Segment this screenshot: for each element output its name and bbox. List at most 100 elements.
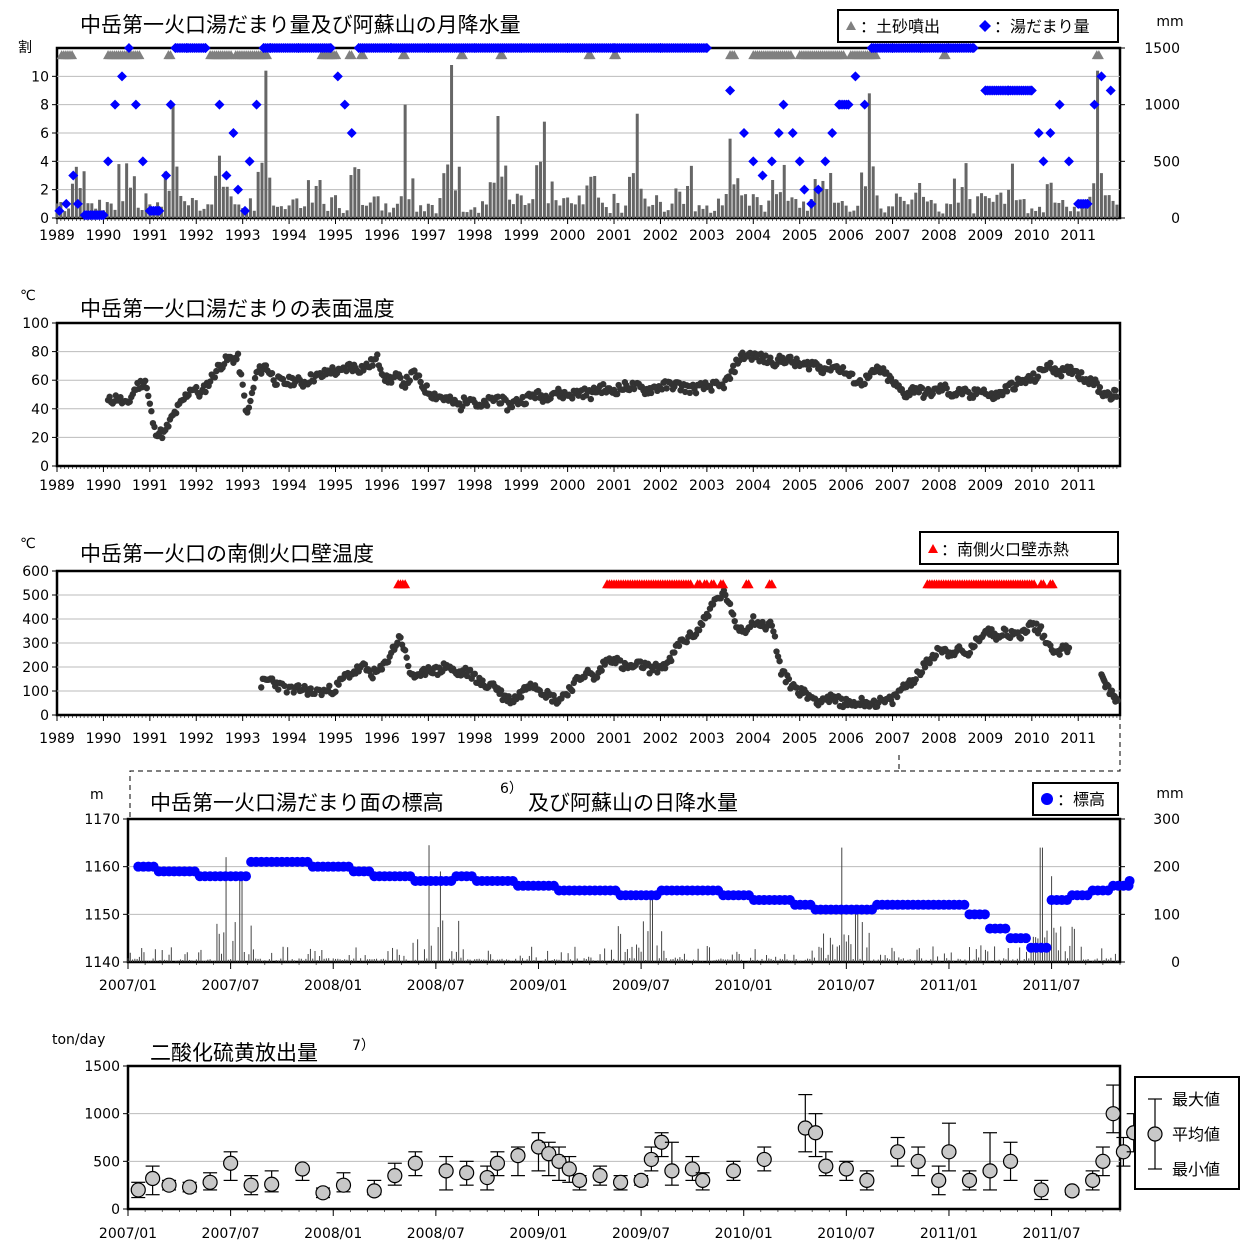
wall-temp-point [463,672,471,680]
precip-bar [821,180,825,218]
y-tick-label: 60 [31,373,49,389]
so2-mean-point [315,1185,331,1201]
temperature-point [193,383,200,391]
so2-mean-point [145,1170,161,1187]
precip-bar [1099,173,1103,218]
precip-bar [1038,206,1042,218]
so2-mean-point [161,1177,177,1193]
glow-marker [743,579,754,589]
y-axis-unit-left: m [90,787,104,803]
x-tick-label: 1992 [178,478,214,494]
wall-temp-point [785,675,793,683]
wall-temp-point [335,681,342,688]
precip-bar [887,206,891,218]
x-tick-label: 2007/07 [202,978,260,994]
wall-temp-point [838,695,845,702]
eruption-marker [262,50,273,60]
precip-bar [492,182,496,218]
eruption-marker [585,50,596,60]
y-axis-unit-right: mm [1156,786,1183,802]
y-tick-label: 1500 [84,1059,120,1075]
so2-mean-point [1033,1182,1049,1198]
precip-bar [790,197,794,218]
water-level-point [221,170,232,181]
temperature-point [726,375,734,382]
temperature-point [248,389,256,397]
precip-bar [214,175,218,218]
x-tick-label: 2008 [921,228,957,244]
water-level-point [859,99,870,110]
temperature-point [720,384,728,392]
wall-temp-point [332,688,339,695]
temperature-point [397,374,404,381]
precip-bar [399,196,403,218]
wall-temp-point [722,591,729,599]
precip-bar [221,186,225,218]
eruption-marker [838,50,849,60]
x-tick-label: 1998 [457,478,493,494]
temperature-point [686,389,694,397]
precip-bar [836,202,840,218]
precip-bar [747,205,751,218]
legend-label: ：湯だまり量 [994,17,1090,36]
precip-bar [430,205,434,218]
precip-bar [925,201,929,218]
x-tick-label: 1999 [503,228,539,244]
precip-bar [364,205,368,218]
water-level-point [54,205,65,216]
temperature-point [731,368,738,376]
water-level-point [165,99,176,110]
eruption-marker [611,50,622,60]
y-tick-label-right: 300 [1153,812,1180,828]
x-tick-label: 2000 [550,228,586,244]
temperature-point [148,408,155,415]
wall-temp-point [695,626,703,634]
wall-temp-point [318,691,325,699]
so2-mean-point [931,1172,947,1189]
wall-temp-point [1037,623,1045,630]
precip-bar [515,193,519,218]
precip-bar [341,212,345,218]
precip-bar [1030,208,1034,218]
precip-bar [1007,189,1011,218]
y-tick-label: 1000 [84,1107,120,1123]
precip-bar [813,179,817,218]
precip-bar [407,199,411,218]
x-tick-label: 1989 [39,478,75,494]
x-tick-label: 1994 [271,228,307,244]
precip-bar [833,202,837,218]
precip-bar [1014,200,1018,218]
precip-bar [508,199,512,218]
x-tick-label: 2008/07 [407,978,465,994]
precip-bar [759,205,763,218]
so2-mean-point [838,1161,854,1177]
x-tick-label: 2004 [735,228,771,244]
water-level-point [68,170,79,181]
y-tick-label: 0 [40,459,49,475]
temperature-point [273,381,280,388]
precip-bar [217,155,221,218]
precip-bar [635,113,639,218]
precip-bar [306,180,310,218]
x-tick-label: 2006 [828,478,864,494]
y-tick-label: 1150 [84,907,120,923]
x-tick-label: 2007/01 [99,1226,157,1242]
precip-bar [554,200,558,218]
precip-bar [187,205,191,218]
y-tick-label: 100 [22,316,49,332]
temperature-point [839,364,847,371]
wall-temp-point [466,666,474,674]
precip-bar [875,195,879,218]
precip-bar [616,202,620,218]
water-level-point [332,71,343,82]
legend-box [1032,782,1119,816]
eruption-marker [785,50,796,60]
precip-bar [136,207,140,218]
wall-temp-point [675,642,683,650]
precip-bar [268,177,272,218]
legend-box [837,9,1119,43]
precip-bar [542,121,546,218]
water-level-point [161,170,172,181]
precip-bar [322,203,326,218]
precip-bar [1065,206,1069,218]
